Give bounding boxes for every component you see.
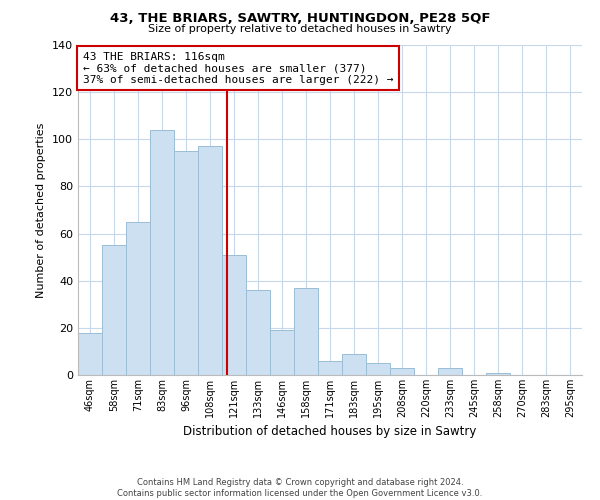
Bar xyxy=(318,361,342,375)
Text: Contains HM Land Registry data © Crown copyright and database right 2024.
Contai: Contains HM Land Registry data © Crown c… xyxy=(118,478,482,498)
X-axis label: Distribution of detached houses by size in Sawtry: Distribution of detached houses by size … xyxy=(184,426,476,438)
Bar xyxy=(390,368,414,375)
Bar xyxy=(270,330,294,375)
Bar xyxy=(294,288,318,375)
Y-axis label: Number of detached properties: Number of detached properties xyxy=(37,122,46,298)
Text: 43 THE BRIARS: 116sqm
← 63% of detached houses are smaller (377)
37% of semi-det: 43 THE BRIARS: 116sqm ← 63% of detached … xyxy=(83,52,394,85)
Bar xyxy=(486,372,510,375)
Bar xyxy=(198,146,222,375)
Text: 43, THE BRIARS, SAWTRY, HUNTINGDON, PE28 5QF: 43, THE BRIARS, SAWTRY, HUNTINGDON, PE28… xyxy=(110,12,490,26)
Bar xyxy=(366,363,390,375)
Bar xyxy=(78,332,102,375)
Bar xyxy=(342,354,366,375)
Bar xyxy=(174,151,198,375)
Bar xyxy=(126,222,150,375)
Bar xyxy=(102,246,126,375)
Bar xyxy=(246,290,270,375)
Bar xyxy=(222,255,246,375)
Bar xyxy=(150,130,174,375)
Text: Size of property relative to detached houses in Sawtry: Size of property relative to detached ho… xyxy=(148,24,452,34)
Bar xyxy=(438,368,462,375)
